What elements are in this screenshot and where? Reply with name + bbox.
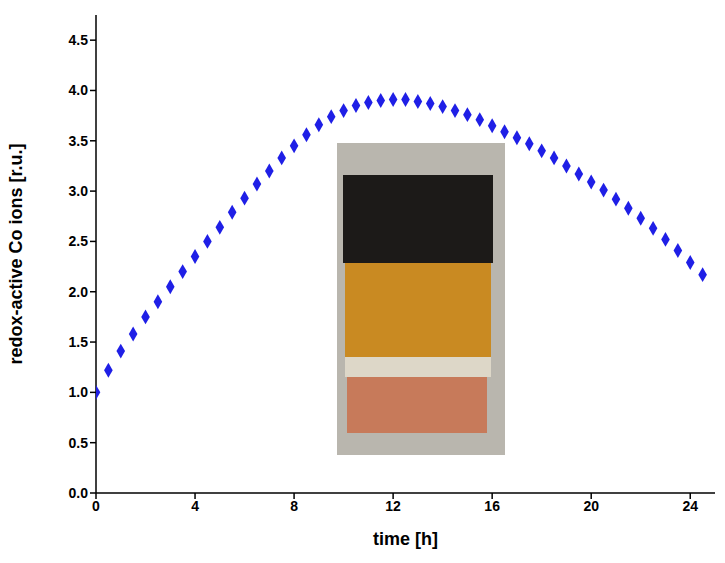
svg-text:3.0: 3.0 — [69, 183, 89, 199]
svg-text:2.0: 2.0 — [69, 284, 89, 300]
svg-text:4.0: 4.0 — [69, 82, 89, 98]
svg-text:0.5: 0.5 — [69, 435, 89, 451]
svg-text:redox-active Co ions [r.u.]: redox-active Co ions [r.u.] — [6, 143, 26, 364]
svg-text:1.5: 1.5 — [69, 334, 89, 350]
svg-text:24: 24 — [682, 498, 698, 514]
svg-text:time [h]: time [h] — [373, 529, 438, 549]
svg-text:4.5: 4.5 — [69, 32, 89, 48]
svg-text:3.5: 3.5 — [69, 133, 89, 149]
svg-text:4: 4 — [191, 498, 199, 514]
svg-text:1.0: 1.0 — [69, 384, 89, 400]
svg-text:8: 8 — [290, 498, 298, 514]
svg-text:12: 12 — [385, 498, 401, 514]
svg-text:20: 20 — [583, 498, 599, 514]
svg-text:0: 0 — [92, 498, 100, 514]
svg-text:16: 16 — [484, 498, 500, 514]
svg-text:0.0: 0.0 — [69, 485, 89, 501]
svg-text:2.5: 2.5 — [69, 233, 89, 249]
